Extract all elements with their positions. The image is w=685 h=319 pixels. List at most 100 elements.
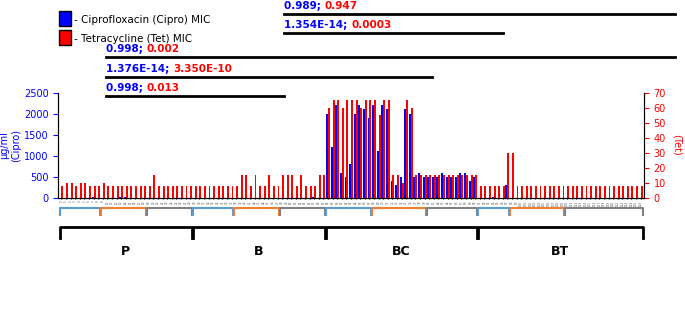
Bar — [464, 173, 466, 198]
Bar — [457, 175, 459, 198]
Bar — [627, 186, 629, 198]
Bar — [130, 186, 132, 198]
Point — [59, 196, 67, 200]
Bar — [186, 186, 188, 198]
Bar — [326, 114, 328, 198]
Bar — [632, 186, 634, 198]
Bar — [181, 186, 183, 198]
Bar — [144, 186, 146, 198]
Bar — [516, 186, 519, 198]
Bar — [232, 186, 234, 198]
Point — [62, 196, 70, 200]
Point — [60, 196, 68, 200]
Point — [59, 196, 67, 200]
Bar — [432, 177, 434, 198]
Bar — [84, 183, 86, 198]
Bar — [604, 186, 606, 198]
Point — [59, 196, 67, 200]
Bar — [558, 186, 560, 198]
Point — [62, 196, 70, 200]
Bar — [94, 186, 95, 198]
Bar — [92, 197, 94, 198]
Bar — [415, 175, 417, 198]
Bar — [227, 186, 229, 198]
Bar — [425, 175, 427, 198]
Bar — [508, 153, 509, 198]
Bar — [351, 100, 353, 198]
Bar — [358, 105, 360, 198]
Bar — [71, 183, 73, 198]
Bar — [406, 100, 408, 198]
Point — [60, 196, 68, 200]
Bar — [75, 186, 77, 198]
Bar — [360, 108, 362, 198]
Line: 4 pts: 4 pts — [193, 208, 234, 215]
Bar — [273, 186, 275, 198]
Bar — [506, 185, 508, 198]
Bar — [126, 186, 127, 198]
Point — [60, 196, 68, 200]
Point — [60, 196, 68, 200]
Bar — [291, 175, 293, 198]
Point — [60, 196, 68, 200]
Bar — [544, 186, 546, 198]
Bar — [277, 186, 279, 198]
Bar — [240, 175, 242, 198]
Bar — [411, 108, 413, 198]
Point — [60, 196, 68, 200]
Bar — [390, 181, 393, 198]
Bar — [314, 186, 316, 198]
Bar — [608, 186, 610, 198]
Bar — [462, 175, 463, 198]
Bar — [323, 175, 325, 198]
Point — [61, 196, 69, 200]
Bar — [236, 186, 238, 198]
Bar — [393, 175, 395, 198]
Bar — [436, 177, 438, 198]
Line: 4 pts: 4 pts — [101, 208, 146, 215]
Point — [60, 196, 68, 200]
Text: P: P — [121, 245, 130, 258]
Point — [60, 196, 68, 200]
Point — [58, 196, 66, 200]
Point — [61, 196, 69, 200]
Bar — [310, 186, 312, 198]
Bar — [409, 114, 411, 198]
Bar — [388, 100, 390, 198]
Bar — [460, 173, 462, 198]
Bar — [259, 186, 261, 198]
Bar — [153, 175, 155, 198]
Bar — [400, 177, 401, 198]
Bar — [264, 186, 266, 198]
Bar — [489, 186, 491, 198]
Bar — [365, 100, 366, 198]
Line: 4 pts: 4 pts — [372, 208, 427, 215]
Bar — [420, 175, 422, 198]
Bar — [356, 100, 358, 198]
Bar — [208, 186, 210, 198]
Bar — [526, 186, 527, 198]
Bar — [190, 186, 192, 198]
Bar — [312, 197, 314, 198]
Point — [62, 196, 70, 200]
Bar — [213, 186, 215, 198]
Bar — [353, 114, 356, 198]
Bar — [379, 115, 381, 198]
Point — [61, 196, 69, 200]
Bar — [199, 186, 201, 198]
Point — [58, 196, 66, 200]
Bar — [452, 175, 454, 198]
Bar — [549, 186, 551, 198]
Bar — [66, 183, 68, 198]
Bar — [613, 186, 615, 198]
Bar — [305, 186, 307, 198]
Bar — [333, 100, 334, 198]
Bar — [112, 186, 114, 198]
Bar — [427, 177, 429, 198]
Bar — [204, 186, 206, 198]
Point — [60, 196, 68, 200]
Bar — [429, 175, 431, 198]
Point — [58, 196, 66, 200]
Point — [60, 196, 68, 200]
Bar — [581, 186, 583, 198]
